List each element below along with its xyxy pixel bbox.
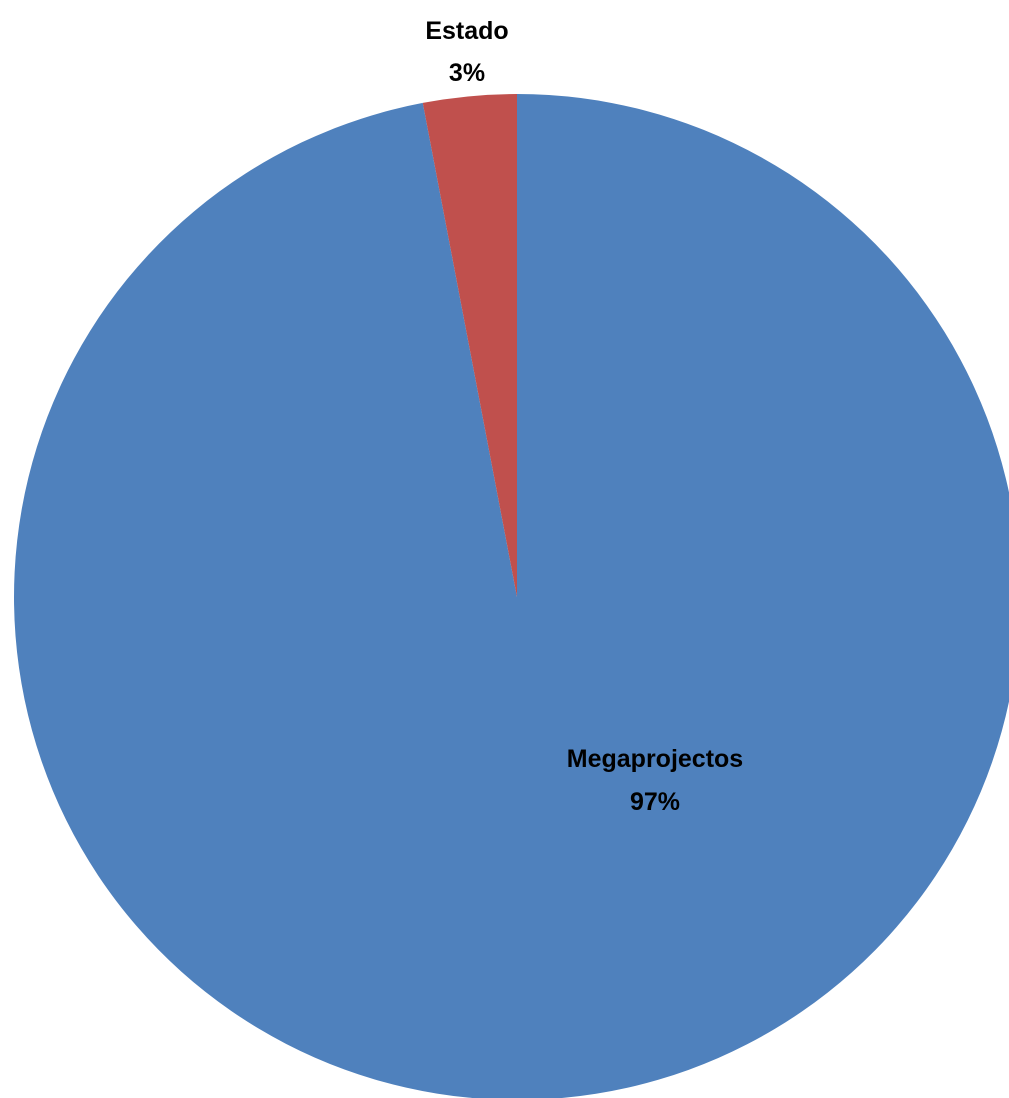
slice-value-megaprojectos: 97% (630, 788, 680, 816)
labels-layer: Megaprojectos 97% Estado 3% (425, 17, 743, 816)
slice-label-estado: Estado (425, 17, 508, 45)
pie-slice-estado (422, 94, 517, 597)
slices-layer (14, 94, 1009, 1098)
slice-label-megaprojectos: Megaprojectos (567, 745, 743, 773)
slice-value-estado: 3% (449, 59, 485, 87)
pie-slice-megaprojectos (14, 94, 1009, 1098)
